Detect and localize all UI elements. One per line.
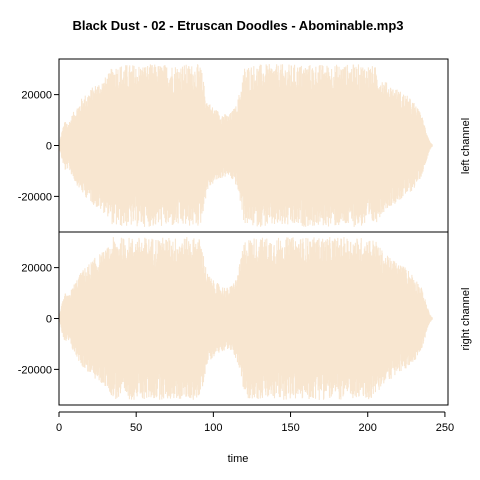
left-channel-label: left channel: [460, 118, 472, 174]
y-tick-label: 20000: [21, 263, 52, 275]
x-axis: 0 50 100 150 200 250: [56, 411, 454, 434]
y-tick-label: -20000: [18, 191, 52, 203]
y-tick-label: -20000: [18, 364, 52, 376]
x-tick-label: 0: [56, 422, 62, 434]
right-channel-label: right channel: [460, 288, 472, 351]
left-channel-y-axis: 20000 0 -20000: [18, 90, 59, 203]
y-tick-label: 20000: [21, 90, 52, 102]
y-tick-label: 0: [46, 314, 52, 326]
left-channel-panel: 20000 0 -20000 left channel: [18, 58, 472, 233]
x-tick-label: 50: [130, 422, 142, 434]
left-channel-waveform: [58, 64, 433, 227]
right-channel-waveform: [58, 237, 433, 400]
right-channel-y-axis: 20000 0 -20000: [18, 263, 59, 376]
chart-title: Black Dust - 02 - Etruscan Doodles - Abo…: [72, 18, 403, 33]
x-tick-label: 200: [359, 422, 377, 434]
right-channel-panel: 20000 0 -20000 right channel: [18, 231, 472, 406]
x-axis-title: time: [228, 453, 249, 465]
y-tick-label: 0: [46, 141, 52, 153]
x-tick-label: 250: [436, 422, 454, 434]
x-tick-label: 100: [204, 422, 222, 434]
x-tick-label: 150: [281, 422, 299, 434]
